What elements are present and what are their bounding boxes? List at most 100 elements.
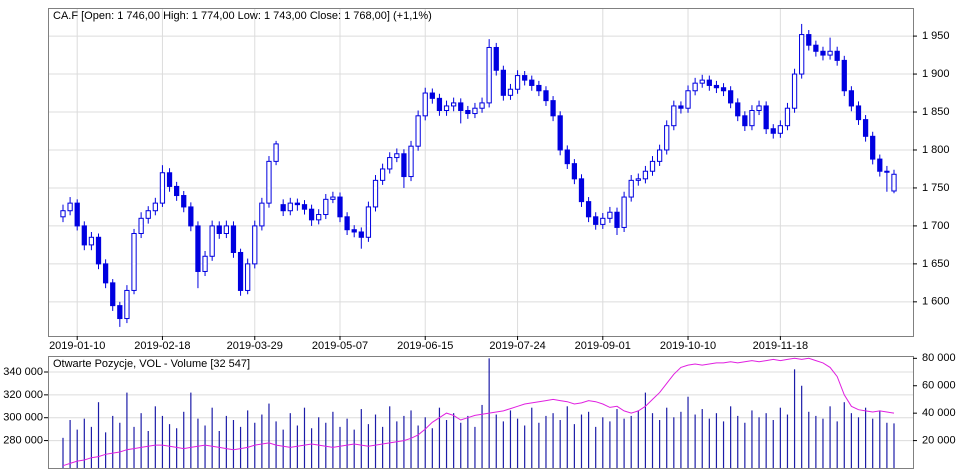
candle-body — [756, 105, 762, 111]
candle-body — [536, 84, 542, 92]
y-tick-label: 1 850 — [922, 106, 950, 118]
candle-body — [379, 168, 386, 181]
candle-body — [337, 196, 343, 218]
x-tick-label: 2019-06-15 — [397, 340, 453, 352]
x-tick-label: 2019-03-29 — [227, 340, 283, 352]
candle-body — [344, 216, 350, 231]
y2-tick-label: 40 000 — [922, 407, 956, 419]
candle-body — [855, 105, 862, 121]
candle-body — [358, 231, 364, 238]
candle-body — [216, 225, 222, 235]
candle-body — [152, 202, 158, 212]
candle-body — [174, 185, 180, 197]
candle-body — [493, 46, 499, 71]
price-title: CA.F [Open: 1 746,00 High: 1 774,00 Low:… — [53, 10, 432, 22]
candle-body — [649, 160, 656, 172]
candle-body — [301, 204, 308, 210]
candle-body — [387, 157, 393, 170]
candle-body — [230, 225, 237, 253]
candle-body — [124, 289, 130, 320]
candle-body — [266, 160, 272, 204]
candle-body — [749, 110, 755, 127]
candle-body — [635, 178, 641, 181]
candle-body — [81, 225, 87, 246]
candle-body — [323, 198, 329, 216]
candle-body — [67, 202, 73, 212]
candle-body — [763, 105, 769, 130]
y-tick-label: 1 600 — [922, 296, 950, 308]
candle-body — [465, 110, 471, 115]
candle-body — [564, 149, 570, 165]
candle-body — [245, 263, 251, 291]
candle-body — [791, 73, 798, 109]
y-tick-label: 320 000 — [3, 389, 43, 401]
candle-body — [799, 34, 805, 75]
candle-body — [593, 216, 599, 225]
candle-body — [458, 102, 464, 112]
y-tick-label: 1 800 — [922, 144, 950, 156]
candle-body — [237, 251, 244, 291]
candle-body — [351, 229, 357, 233]
candle-body — [557, 115, 563, 151]
x-tick-label: 2019-05-07 — [312, 340, 368, 352]
y-tick-label: 340 000 — [3, 366, 43, 378]
candle-body — [131, 233, 137, 291]
candle-body — [628, 179, 634, 198]
candle-body — [209, 225, 215, 257]
candle-body — [429, 92, 435, 99]
candle-body — [699, 79, 705, 84]
y-tick-label: 1 900 — [922, 68, 950, 80]
y2-tick-label: 20 000 — [922, 434, 956, 446]
candle-body — [621, 196, 627, 228]
candle-body — [394, 153, 400, 159]
candle-body — [806, 34, 812, 46]
open-interest-line — [62, 357, 895, 467]
candle-body — [870, 135, 876, 160]
candle-body — [784, 107, 791, 127]
candle-body — [891, 173, 897, 192]
candle-body — [578, 178, 585, 203]
candle-body — [401, 153, 407, 178]
candle-body — [443, 105, 450, 111]
candle-body — [571, 163, 578, 180]
y-tick-label: 1 950 — [922, 30, 950, 42]
y-tick-label: 1 650 — [922, 258, 950, 270]
candle-body — [685, 90, 691, 109]
candle-body — [159, 172, 166, 204]
candle-body — [585, 201, 592, 218]
y2-tick-label: 60 000 — [922, 380, 956, 392]
candle-body — [308, 208, 315, 221]
volume-panel — [48, 356, 914, 469]
candle-body — [195, 225, 201, 272]
candle-body — [656, 149, 663, 162]
candle-body — [841, 59, 847, 92]
candle-body — [102, 263, 109, 284]
candle-body — [88, 236, 95, 246]
candle-body — [202, 255, 208, 272]
candle-body — [110, 282, 116, 307]
candle-body — [706, 79, 712, 86]
candle-body — [294, 202, 301, 206]
x-tick-label: 2019-02-18 — [134, 340, 190, 352]
x-tick-label: 2019-11-18 — [753, 340, 808, 352]
candle-body — [486, 46, 492, 104]
candle-body — [642, 170, 649, 180]
candle-body — [600, 217, 606, 225]
y-tick-label: 280 000 — [3, 434, 43, 446]
x-tick-label: 2019-10-10 — [660, 340, 716, 352]
candle-body — [166, 172, 173, 187]
candle-body — [117, 305, 123, 320]
y-tick-label: 1 750 — [922, 182, 950, 194]
x-tick-label: 2019-01-10 — [49, 340, 105, 352]
marks — [60, 23, 897, 468]
candle-body — [259, 202, 265, 227]
candle-body — [671, 105, 677, 127]
candle-body — [813, 44, 819, 52]
candle-body — [770, 128, 776, 134]
candle-body — [607, 211, 613, 219]
candle-body — [287, 202, 293, 212]
candle-body — [372, 179, 379, 208]
candle-body — [408, 145, 414, 178]
candle-body — [614, 211, 620, 228]
